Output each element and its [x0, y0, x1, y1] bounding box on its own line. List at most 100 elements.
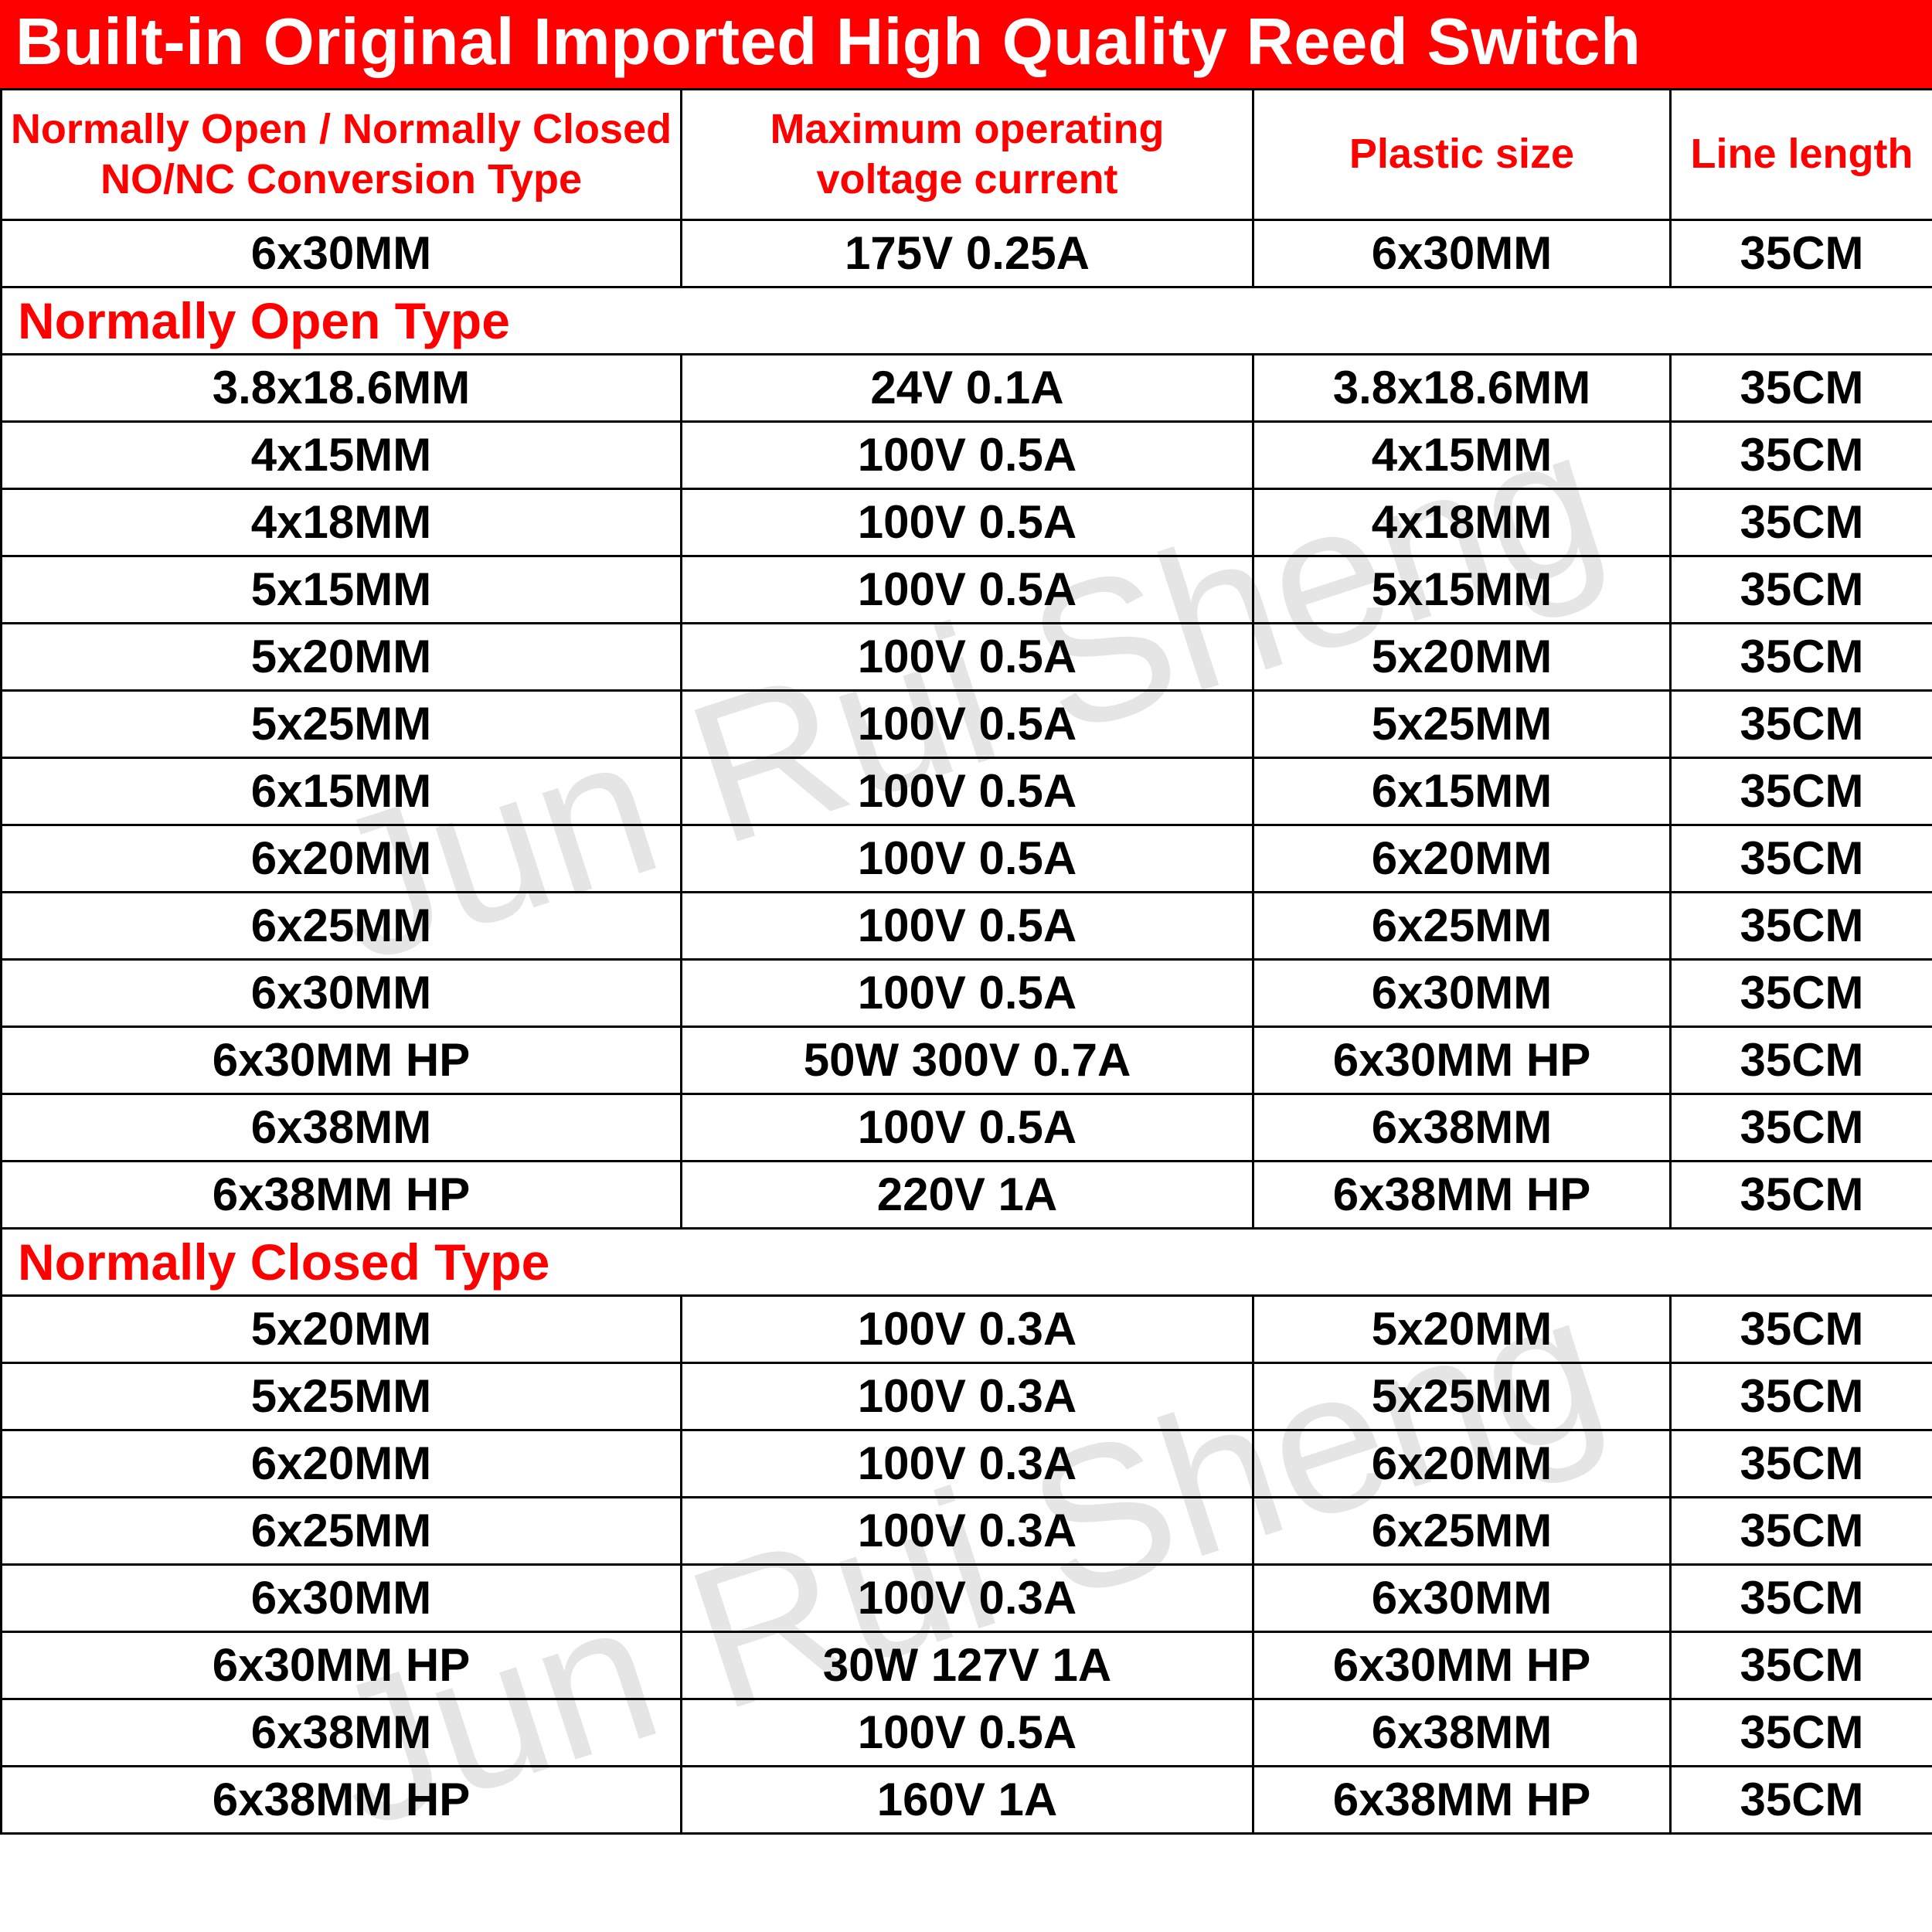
table-row-s1-r6: 6x38MM100V 0.5A6x38MM35CM — [2, 1699, 1932, 1766]
header-col1: Normally Open / Normally Closed NO/NC Co… — [2, 90, 682, 220]
table-row-s0-r6-col3: 6x15MM — [1253, 757, 1671, 825]
table-row-s0-r9-col3: 6x30MM — [1253, 959, 1671, 1026]
table-row-s0-r12: 6x38MM HP220V 1A6x38MM HP35CM — [2, 1161, 1932, 1228]
table-row-s1-r6-col4: 35CM — [1671, 1699, 1932, 1766]
table-row-s0-r6-col4: 35CM — [1671, 757, 1932, 825]
table-row-s0-r11-col3: 6x38MM — [1253, 1094, 1671, 1161]
section-header-1: Normally Closed Type — [2, 1228, 1932, 1295]
table-row-s1-r3-col4: 35CM — [1671, 1497, 1932, 1564]
table-row-s0-r0-col4: 35CM — [1671, 354, 1932, 421]
table-row-s0-r6: 6x15MM100V 0.5A6x15MM35CM — [2, 757, 1932, 825]
table-row-s0-r8-col2: 100V 0.5A — [682, 892, 1253, 959]
table-row-s0-r2-col4: 35CM — [1671, 488, 1932, 556]
table-row-s0-r8: 6x25MM100V 0.5A6x25MM35CM — [2, 892, 1932, 959]
table-row-s0-r1: 4x15MM100V 0.5A4x15MM35CM — [2, 421, 1932, 488]
table-row-s0-r7-col4: 35CM — [1671, 825, 1932, 892]
table-row-s1-r5-col4: 35CM — [1671, 1631, 1932, 1699]
table-row-s0-r10-col2: 50W 300V 0.7A — [682, 1026, 1253, 1094]
table-row-s1-r7-col2: 160V 1A — [682, 1766, 1253, 1833]
table-row-s0-r4-col2: 100V 0.5A — [682, 623, 1253, 690]
table-row-s0-r2-col2: 100V 0.5A — [682, 488, 1253, 556]
intro-row-col4: 35CM — [1671, 219, 1932, 287]
table-row-s1-r1-col3: 5x25MM — [1253, 1362, 1671, 1430]
table-row-s1-r6-col2: 100V 0.5A — [682, 1699, 1253, 1766]
table-row-s1-r5: 6x30MM HP30W 127V 1A6x30MM HP35CM — [2, 1631, 1932, 1699]
table-row-s1-r7-col1: 6x38MM HP — [2, 1766, 682, 1833]
table-row-s0-r9-col2: 100V 0.5A — [682, 959, 1253, 1026]
table-row-s0-r4: 5x20MM100V 0.5A5x20MM35CM — [2, 623, 1932, 690]
table-row-s1-r2: 6x20MM100V 0.3A6x20MM35CM — [2, 1430, 1932, 1497]
table-row-s0-r11-col1: 6x38MM — [2, 1094, 682, 1161]
table-row-s1-r2-col3: 6x20MM — [1253, 1430, 1671, 1497]
table-row-s1-r0-col1: 5x20MM — [2, 1295, 682, 1362]
table-row-s1-r5-col2: 30W 127V 1A — [682, 1631, 1253, 1699]
table-row-s0-r1-col1: 4x15MM — [2, 421, 682, 488]
table-row-s0-r11: 6x38MM100V 0.5A6x38MM35CM — [2, 1094, 1932, 1161]
table-row-s0-r7-col2: 100V 0.5A — [682, 825, 1253, 892]
table-row-s0-r5: 5x25MM100V 0.5A5x25MM35CM — [2, 690, 1932, 757]
table-row-s0-r7: 6x20MM100V 0.5A6x20MM35CM — [2, 825, 1932, 892]
table-row-s0-r10: 6x30MM HP50W 300V 0.7A6x30MM HP35CM — [2, 1026, 1932, 1094]
table-row-s0-r8-col1: 6x25MM — [2, 892, 682, 959]
table-row-s0-r12-col4: 35CM — [1671, 1161, 1932, 1228]
table-row-s1-r3-col3: 6x25MM — [1253, 1497, 1671, 1564]
table-row-s0-r2-col1: 4x18MM — [2, 488, 682, 556]
table-row-s0-r12-col1: 6x38MM HP — [2, 1161, 682, 1228]
table-row-s1-r5-col1: 6x30MM HP — [2, 1631, 682, 1699]
table-row-s1-r2-col1: 6x20MM — [2, 1430, 682, 1497]
section-header-1-label: Normally Closed Type — [2, 1228, 1932, 1295]
table-row-s0-r4-col3: 5x20MM — [1253, 623, 1671, 690]
header-col3: Plastic size — [1253, 90, 1671, 220]
table-row-s1-r1: 5x25MM100V 0.3A5x25MM35CM — [2, 1362, 1932, 1430]
table-row-s1-r3: 6x25MM100V 0.3A6x25MM35CM — [2, 1497, 1932, 1564]
table-row-s0-r11-col4: 35CM — [1671, 1094, 1932, 1161]
table-row-s0-r9-col1: 6x30MM — [2, 959, 682, 1026]
table-row-s1-r0-col3: 5x20MM — [1253, 1295, 1671, 1362]
table-row-s0-r5-col1: 5x25MM — [2, 690, 682, 757]
table-row-s0-r3-col1: 5x15MM — [2, 556, 682, 623]
table-row-s1-r7-col3: 6x38MM HP — [1253, 1766, 1671, 1833]
table-row-s0-r10-col3: 6x30MM HP — [1253, 1026, 1671, 1094]
table-row-s1-r3-col2: 100V 0.3A — [682, 1497, 1253, 1564]
table-body: 6x30MM175V 0.25A6x30MM35CMNormally Open … — [2, 219, 1932, 1833]
table-row-s1-r0-col4: 35CM — [1671, 1295, 1932, 1362]
table-row-s0-r1-col3: 4x15MM — [1253, 421, 1671, 488]
table-row-s1-r0-col2: 100V 0.3A — [682, 1295, 1253, 1362]
table-row-s1-r6-col3: 6x38MM — [1253, 1699, 1671, 1766]
table-row-s0-r0-col1: 3.8x18.6MM — [2, 354, 682, 421]
header-col2-line2: voltage current — [685, 155, 1249, 205]
table-row-s1-r0: 5x20MM100V 0.3A5x20MM35CM — [2, 1295, 1932, 1362]
intro-row: 6x30MM175V 0.25A6x30MM35CM — [2, 219, 1932, 287]
table-row-s0-r10-col4: 35CM — [1671, 1026, 1932, 1094]
table-row-s1-r4: 6x30MM100V 0.3A6x30MM35CM — [2, 1564, 1932, 1631]
table-row-s0-r12-col3: 6x38MM HP — [1253, 1161, 1671, 1228]
page-wrap: Built-in Original Imported High Quality … — [0, 0, 1932, 1835]
table-row-s0-r0-col3: 3.8x18.6MM — [1253, 354, 1671, 421]
table-row-s1-r4-col4: 35CM — [1671, 1564, 1932, 1631]
table-row-s0-r2-col3: 4x18MM — [1253, 488, 1671, 556]
table-row-s0-r5-col3: 5x25MM — [1253, 690, 1671, 757]
table-row-s0-r7-col1: 6x20MM — [2, 825, 682, 892]
table-row-s0-r5-col2: 100V 0.5A — [682, 690, 1253, 757]
header-col2: Maximum operating voltage current — [682, 90, 1253, 220]
table-row-s1-r5-col3: 6x30MM HP — [1253, 1631, 1671, 1699]
table-row-s1-r7-col4: 35CM — [1671, 1766, 1932, 1833]
table-row-s1-r2-col4: 35CM — [1671, 1430, 1932, 1497]
table-row-s0-r8-col3: 6x25MM — [1253, 892, 1671, 959]
header-col2-line1: Maximum operating — [685, 104, 1249, 155]
table-row-s0-r9-col4: 35CM — [1671, 959, 1932, 1026]
header-col1-line2: NO/NC Conversion Type — [5, 155, 677, 205]
intro-row-col2: 175V 0.25A — [682, 219, 1253, 287]
table-row-s1-r3-col1: 6x25MM — [2, 1497, 682, 1564]
table-row-s1-r7: 6x38MM HP160V 1A6x38MM HP35CM — [2, 1766, 1932, 1833]
table-row-s1-r2-col2: 100V 0.3A — [682, 1430, 1253, 1497]
table-row-s0-r1-col2: 100V 0.5A — [682, 421, 1253, 488]
table-row-s1-r4-col3: 6x30MM — [1253, 1564, 1671, 1631]
table-row-s1-r6-col1: 6x38MM — [2, 1699, 682, 1766]
header-col1-line1: Normally Open / Normally Closed — [5, 104, 677, 155]
table-row-s0-r5-col4: 35CM — [1671, 690, 1932, 757]
table-row-s0-r3: 5x15MM100V 0.5A5x15MM35CM — [2, 556, 1932, 623]
table-row-s0-r1-col4: 35CM — [1671, 421, 1932, 488]
table-row-s0-r3-col2: 100V 0.5A — [682, 556, 1253, 623]
table-row-s1-r1-col4: 35CM — [1671, 1362, 1932, 1430]
